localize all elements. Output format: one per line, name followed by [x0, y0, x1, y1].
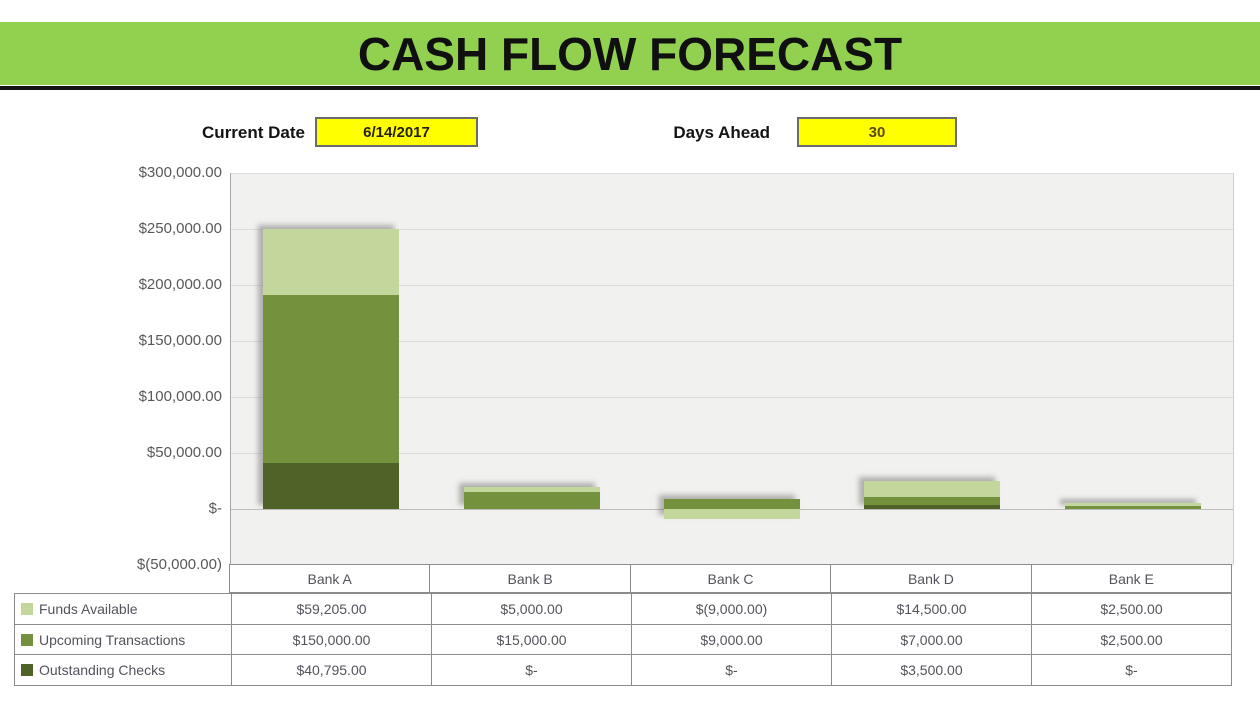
legend-item-outstanding-checks: Outstanding Checks	[15, 655, 231, 686]
bar-segment	[864, 481, 1001, 498]
funds-bank-a-cell[interactable]: $59,205.00	[231, 594, 431, 624]
upcoming-bank-d-cell[interactable]: $7,000.00	[831, 624, 1031, 655]
current-date-value: 6/14/2017	[363, 123, 430, 141]
funds-bank-c-cell[interactable]: $(9,000.00)	[631, 594, 831, 624]
outstanding-bank-a-cell[interactable]: $40,795.00	[231, 655, 431, 686]
funds-available-swatch	[21, 602, 33, 615]
bar-segment	[1064, 503, 1201, 507]
upcoming-bank-a-cell[interactable]: $150,000.00	[231, 624, 431, 655]
y-axis-tick-label: $100,000.00	[138, 388, 222, 405]
days-ahead-input[interactable]: 30	[797, 117, 957, 147]
days-ahead-label: Days Ahead	[673, 123, 770, 142]
row-label: Funds Available	[39, 600, 138, 617]
bar-segment	[664, 498, 800, 509]
bank-d-header[interactable]: Bank D	[830, 565, 1031, 592]
gridline	[231, 341, 1233, 342]
gridline	[231, 285, 1233, 286]
upcoming-bank-e-cell[interactable]: $2,500.00	[1031, 624, 1231, 655]
outstanding-checks-swatch	[21, 664, 33, 677]
legend-item-funds-available: Funds Available	[15, 594, 231, 624]
data-table: Funds Available $59,205.00 $5,000.00 $(9…	[14, 593, 1232, 686]
bar-segment	[263, 463, 400, 509]
row-label: Outstanding Checks	[39, 662, 166, 679]
y-axis-tick-label: $300,000.00	[138, 164, 222, 181]
current-date-label: Current Date	[202, 123, 305, 142]
gridline	[231, 397, 1233, 398]
gridline	[231, 453, 1233, 454]
gridline	[231, 173, 1233, 174]
bar-segment	[263, 229, 400, 296]
bar-segment	[263, 295, 400, 464]
outstanding-bank-c-cell[interactable]: $-	[631, 655, 831, 686]
table-row-outstanding-checks: Outstanding Checks $40,795.00 $- $- $3,5…	[15, 654, 1231, 686]
upcoming-bank-c-cell[interactable]: $9,000.00	[631, 624, 831, 655]
outstanding-bank-d-cell[interactable]: $3,500.00	[831, 655, 1031, 686]
bar-segment	[864, 505, 1001, 509]
bank-header-row: Bank A Bank B Bank C Bank D Bank E	[229, 564, 1232, 593]
table-row-funds-available: Funds Available $59,205.00 $5,000.00 $(9…	[15, 594, 1231, 624]
days-ahead-value: 30	[868, 123, 886, 141]
table-row-upcoming-transactions: Upcoming Transactions $150,000.00 $15,00…	[15, 623, 1231, 655]
bar-segment	[1064, 506, 1201, 509]
gridline	[231, 229, 1233, 230]
upcoming-bank-b-cell[interactable]: $15,000.00	[431, 624, 631, 655]
bar-segment	[463, 486, 600, 493]
funds-bank-d-cell[interactable]: $14,500.00	[831, 594, 1031, 624]
bank-e-header[interactable]: Bank E	[1030, 565, 1232, 592]
outstanding-bank-e-cell[interactable]: $-	[1031, 655, 1231, 686]
bank-c-header[interactable]: Bank C	[629, 565, 831, 592]
stacked-bar-bank-e	[1064, 503, 1201, 509]
legend-item-upcoming-transactions: Upcoming Transactions	[15, 624, 231, 655]
bar-segment	[664, 508, 800, 520]
y-axis-tick-label: $150,000.00	[138, 332, 222, 349]
upcoming-transactions-swatch	[21, 633, 33, 646]
funds-bank-b-cell[interactable]: $5,000.00	[431, 594, 631, 624]
bank-b-header[interactable]: Bank B	[429, 565, 630, 592]
row-label: Upcoming Transactions	[39, 631, 186, 648]
funds-bank-e-cell[interactable]: $2,500.00	[1031, 594, 1231, 624]
y-axis-tick-label: $200,000.00	[138, 276, 222, 293]
y-axis-tick-label: $250,000.00	[138, 220, 222, 237]
banner-divider	[0, 86, 1260, 90]
stacked-bar-bank-a	[263, 229, 400, 509]
stacked-bar-bank-d	[864, 481, 1001, 509]
y-axis-tick-label: $-	[208, 500, 222, 517]
current-date-input[interactable]: 6/14/2017	[315, 117, 478, 147]
page-title: CASH FLOW FORECAST	[357, 27, 903, 80]
stacked-bar-bank-c	[664, 498, 800, 520]
y-axis-tick-label: $(50,000.00)	[136, 556, 222, 573]
y-axis-tick-label: $50,000.00	[146, 444, 222, 461]
bar-segment	[864, 497, 1001, 506]
stacked-bar-bank-b	[463, 486, 600, 509]
bar-segment	[463, 492, 600, 509]
outstanding-bank-b-cell[interactable]: $-	[431, 655, 631, 686]
title-banner: CASH FLOW FORECAST	[0, 22, 1260, 85]
plot-area	[230, 173, 1234, 566]
bank-a-header[interactable]: Bank A	[230, 565, 430, 592]
